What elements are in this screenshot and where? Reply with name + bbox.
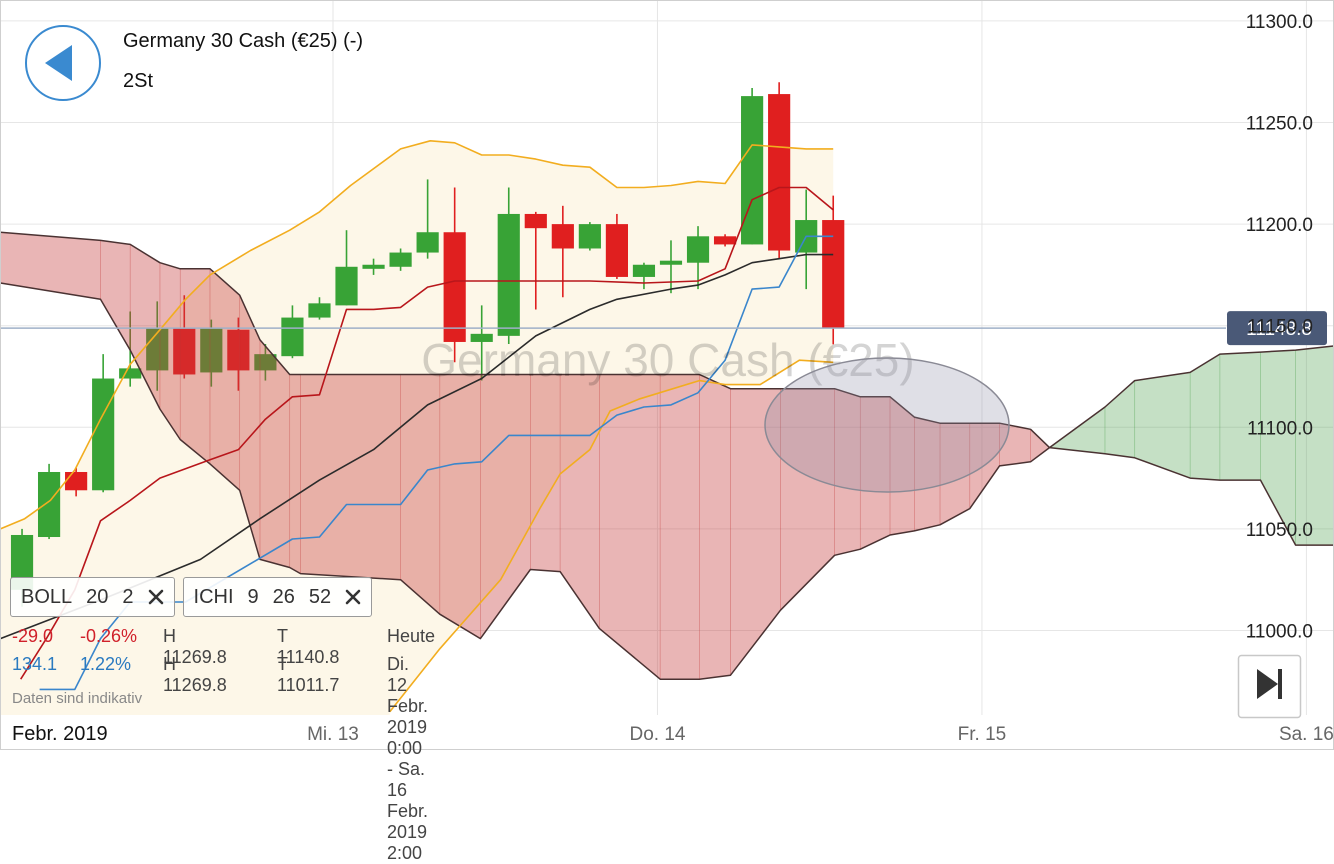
y-tick-label: 11100.0: [1247, 418, 1313, 439]
y-tick-label: 11200.0: [1246, 215, 1313, 236]
cloud-segment: [699, 373, 731, 680]
candle-body: [92, 378, 115, 491]
cloud-segment: [730, 388, 781, 677]
stat-low: T 11011.7: [277, 654, 340, 695]
candle-body: [578, 224, 601, 249]
indicator-param: 2: [122, 585, 134, 608]
stat-low: T 11140.8: [277, 626, 340, 667]
candle-body: [632, 264, 656, 277]
cloud-segment: [259, 339, 291, 568]
indicator-param: 26: [272, 585, 295, 608]
cloud-segment: [559, 374, 600, 630]
cloud-segment: [289, 374, 301, 575]
candle-body: [497, 213, 520, 336]
candle-body: [686, 236, 710, 263]
x-tick-label: Mi. 13: [307, 724, 359, 745]
indicator-name: ICHI: [193, 585, 234, 608]
cloud-segment: [939, 422, 971, 526]
cloud-segment: [1219, 351, 1261, 481]
candle-body: [308, 303, 331, 318]
remove-indicator[interactable]: [345, 589, 361, 605]
candle-body: [37, 471, 61, 538]
cloud-segment: [100, 240, 131, 352]
indicator-name: BOLL: [21, 585, 73, 608]
candle-body: [713, 236, 737, 245]
stat-high: H 11269.8: [163, 626, 227, 667]
cloud-segment: [209, 268, 241, 491]
cloud-segment: [0, 231, 101, 300]
candle-body: [605, 224, 628, 277]
stat-change: -29.0: [12, 626, 54, 646]
cloud-segment: [1260, 349, 1296, 546]
indicator-param: 52: [308, 585, 332, 608]
cloud-segment: [859, 396, 891, 550]
watermark: Germany 30 Cash (€25): [421, 334, 914, 386]
cloud-segment: [439, 374, 481, 640]
x-tick-label: Sa. 16: [1279, 724, 1334, 745]
x-start-label: Febr. 2019: [12, 723, 108, 745]
instrument-title: Germany 30 Cash (€25) (-): [123, 30, 364, 52]
candle-body: [362, 264, 385, 269]
cloud-segment: [480, 374, 531, 640]
y-tick-label: 11150.0: [1247, 317, 1313, 338]
candle-body: [65, 471, 88, 491]
cloud-segment: [300, 374, 401, 580]
stat-change-pct: 1.22%: [80, 654, 132, 674]
cloud-segment: [914, 416, 941, 532]
candle-body: [416, 232, 439, 253]
candle-body: [551, 224, 574, 249]
candle-body: [659, 260, 683, 265]
candle-body: [443, 232, 466, 342]
indicator-chip[interactable]: BOLL 20 2: [10, 577, 175, 617]
cloud-segment: [889, 396, 915, 536]
stat-change-pct: -0.26%: [80, 626, 138, 646]
stat-period: Di. 12 Febr. 2019 0:00 - Sa. 16 Febr. 20…: [387, 654, 429, 863]
stat-change: 134.1: [12, 654, 58, 674]
cloud-segment: [179, 268, 211, 465]
candle-body: [281, 317, 304, 357]
cloud-segment: [599, 374, 661, 680]
y-tick-label: 11000.0: [1246, 621, 1313, 642]
cloud-segment: [780, 388, 835, 611]
cloud-segment: [530, 374, 561, 572]
cloud-segment: [999, 422, 1031, 467]
timeframe: 2St: [123, 70, 154, 92]
stat-period: Heute: [387, 626, 436, 646]
cloud-segment: [834, 388, 861, 556]
stat-high: H 11269.8: [163, 654, 227, 695]
remove-icon: [345, 589, 361, 605]
cloud-segment: [659, 374, 700, 680]
y-tick-label: 11300.0: [1246, 12, 1313, 33]
candle-body: [524, 213, 547, 229]
candle-body: [335, 266, 358, 306]
y-tick-label: 11250.0: [1246, 114, 1313, 135]
cloud-segment: [1295, 345, 1334, 546]
candle-body: [768, 94, 791, 251]
indicator-param: 9: [247, 585, 259, 608]
x-tick-label: Do. 14: [629, 724, 685, 745]
cloud-segment: [969, 422, 1000, 510]
cloud-segment: [1134, 372, 1191, 479]
x-tick-label: Fr. 15: [958, 724, 1007, 745]
y-tick-label: 11050.0: [1246, 520, 1313, 541]
candle-body: [389, 252, 412, 267]
indicator-param: 20: [86, 585, 109, 608]
footnote: Daten sind indikativ: [12, 690, 143, 707]
remove-indicator[interactable]: [148, 589, 164, 605]
cloud-segment: [1104, 379, 1136, 459]
cloud-segment: [1189, 353, 1221, 481]
candle-body: [741, 96, 764, 245]
remove-icon: [148, 589, 163, 605]
indicator-chip[interactable]: ICHI 9 26 52: [182, 577, 373, 617]
